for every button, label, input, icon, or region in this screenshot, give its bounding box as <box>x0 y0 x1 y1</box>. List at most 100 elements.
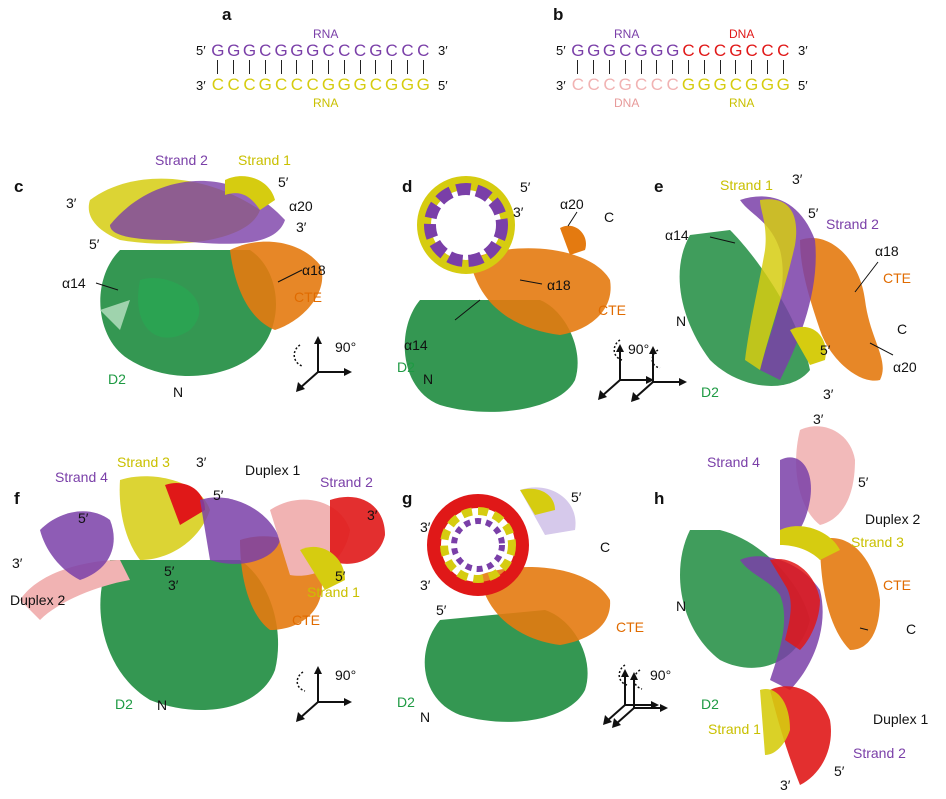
panel-c-cte-domain <box>230 241 323 330</box>
base-a-top-0: G <box>211 41 225 60</box>
base-b-top-1: G <box>587 41 601 60</box>
c-5prime-a: 5′ <box>278 174 289 190</box>
panel-f-structure <box>20 476 385 723</box>
seq-b-top-dna-label: DNA <box>729 27 755 41</box>
c-strand1-label: Strand 1 <box>238 152 291 168</box>
base-b-bot-2: C <box>603 75 616 94</box>
basepair-tick <box>688 60 689 74</box>
basepair-tick <box>624 60 626 74</box>
f-strand4-label: Strand 4 <box>55 469 108 485</box>
d-5prime: 5′ <box>520 179 531 195</box>
base-b-bot-1: C <box>587 75 600 94</box>
panel-c-structure <box>88 176 353 393</box>
panel-label-g: g <box>402 489 413 508</box>
h-d2-label: D2 <box>701 696 719 712</box>
panel-f-red-strand <box>165 482 205 525</box>
panel-label-b: b <box>553 5 564 24</box>
basepair-tick <box>782 60 784 74</box>
base-b-top-8: C <box>698 41 711 60</box>
base-b-bot-7: G <box>681 75 696 94</box>
h-3prime-b: 3′ <box>780 777 791 793</box>
base-b-bot-5: C <box>650 75 664 94</box>
panel-g-cte-domain <box>480 567 611 645</box>
base-a-top-2: G <box>242 41 257 60</box>
c-n-label: N <box>173 384 184 400</box>
base-a-bot-6: C <box>306 75 319 94</box>
panel-g-duplex-red <box>427 494 529 596</box>
e-strand2-label: Strand 2 <box>826 216 879 232</box>
seq-a-top-3prime: 3′ <box>438 43 448 58</box>
base-a-bot-9: G <box>353 75 367 94</box>
g-c-label: C <box>600 539 611 555</box>
basepair-tick <box>375 60 377 74</box>
base-a-top-9: C <box>353 41 367 60</box>
base-a-bot-3: G <box>258 75 272 94</box>
h-n-label: N <box>676 598 687 614</box>
g-5prime-a: 5′ <box>571 489 582 505</box>
basepair-tick <box>359 60 361 74</box>
basepair-tick <box>703 60 705 74</box>
panel-label-h: h <box>654 489 665 508</box>
base-a-bot-5: C <box>290 75 304 94</box>
seq-a-top-5prime: 5′ <box>196 43 206 58</box>
base-b-top-10: G <box>729 41 743 60</box>
c-strand2-label: Strand 2 <box>155 152 208 168</box>
c-3prime-a: 3′ <box>66 195 77 211</box>
base-a-top-4: G <box>274 41 288 60</box>
base-b-bot-3: G <box>618 75 632 94</box>
seq-b-bottom-5prime: 5′ <box>798 78 808 93</box>
seq-b-bottom-rna-label: RNA <box>729 96 755 110</box>
panel-h-d2-domain <box>680 530 810 668</box>
f-5prime-c: 5′ <box>164 563 175 579</box>
f-3prime-b: 3′ <box>367 507 378 523</box>
h-5prime-a: 5′ <box>858 474 869 490</box>
h-rotation-label: 90° <box>650 667 672 683</box>
seq-b-top-3prime: 3′ <box>798 43 808 58</box>
base-b-top-0: G <box>571 41 585 60</box>
base-b-top-6: G <box>666 41 680 60</box>
panel-e-strand1 <box>745 199 797 370</box>
seq-b-top-rna-label: RNA <box>614 27 640 41</box>
basepair-tick <box>249 60 250 74</box>
basepair-tick <box>422 60 424 74</box>
base-b-bot-9: G <box>713 75 727 94</box>
seq-a-bottom-3prime: 3′ <box>196 78 206 93</box>
base-a-top-10: G <box>369 41 383 60</box>
c-alpha20-label: α20 <box>289 198 313 214</box>
panel-f-strand3 <box>119 476 210 560</box>
basepair-tick <box>280 60 282 74</box>
basepair-tick <box>312 60 314 74</box>
h-strand1-label: Strand 1 <box>708 721 761 737</box>
basepair-tick <box>656 60 658 74</box>
d-alpha20-label: α20 <box>560 196 584 212</box>
base-b-bot-8: G <box>697 75 711 94</box>
base-a-top-1: G <box>227 41 241 60</box>
base-a-top-13: C <box>417 41 430 60</box>
base-b-bot-11: G <box>745 75 759 94</box>
f-3prime-a: 3′ <box>196 454 207 470</box>
basepair-tick <box>577 60 579 74</box>
h-3prime-a: 3′ <box>813 411 824 427</box>
e-alpha20-label: α20 <box>893 359 917 375</box>
f-strand3-label: Strand 3 <box>117 454 170 470</box>
base-a-bot-13: G <box>416 75 430 94</box>
base-b-top-9: C <box>713 41 727 60</box>
basepair-tick <box>719 60 721 74</box>
base-a-bot-0: C <box>211 75 225 94</box>
f-5prime-d: 5′ <box>335 568 346 584</box>
e-3prime-b: 3′ <box>823 386 834 402</box>
e-3prime-a: 3′ <box>792 171 803 187</box>
base-b-top-3: C <box>619 41 632 60</box>
base-a-top-11: C <box>385 41 398 60</box>
base-b-bot-0: C <box>571 75 585 94</box>
g-5prime-b: 5′ <box>436 602 447 618</box>
panel-c-strand2 <box>110 180 285 244</box>
base-a-bot-12: G <box>400 75 415 94</box>
h-strand2-label: Strand 2 <box>853 745 906 761</box>
base-a-bot-7: G <box>321 75 336 94</box>
base-a-bot-10: C <box>369 75 382 94</box>
